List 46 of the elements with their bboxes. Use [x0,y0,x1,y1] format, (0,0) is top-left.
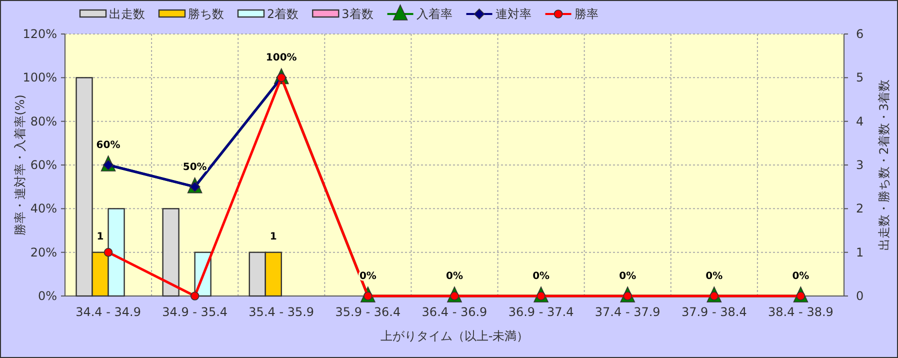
legend-label: 入着率 [416,7,452,21]
point [104,248,113,257]
data-label: 0% [446,271,463,282]
y-tick-label: 80% [30,114,57,128]
point [190,292,200,300]
y2-tick-label: 1 [856,245,864,260]
y2-tick-label: 3 [856,158,864,172]
legend-label: 2着数 [267,7,299,21]
x-tick-label: 35.9 - 36.4 [335,305,401,319]
data-label: 50% [182,162,207,173]
data-label: 0% [792,271,810,282]
data-label: 100% [266,52,297,64]
legend-label: 勝率 [574,7,598,21]
x-axis-title: 上がりタイム（以上-未満） [380,329,529,343]
legend-label: 3着数 [342,7,374,21]
y-axis-title: 勝率・連対率・入着率(%) [13,94,27,236]
y2-tick-label: 0 [856,289,864,303]
x-tick-label: 36.4 - 36.9 [422,305,488,319]
x-tick-label: 36.9 - 37.4 [508,305,574,319]
y2-tick-label: 2 [856,202,864,216]
data-label: 1 [270,231,277,242]
x-tick-label: 34.9 - 35.4 [162,305,228,319]
legend-label: 出走数 [109,7,145,21]
data-label: 0% [532,271,550,282]
y-tick-label: 60% [30,158,57,172]
data-label: 60% [96,140,120,151]
legend-label: 勝ち数 [188,7,224,21]
legend-label: 連対率 [495,7,532,21]
data-label: 1 [96,231,104,242]
y-tick-label: 100% [22,70,57,85]
y2-tick-label: 6 [856,27,864,41]
y-tick-label: 120% [22,27,57,41]
y2-tick-label: 5 [856,70,864,85]
x-tick-label: 38.4 - 38.9 [768,305,834,319]
x-tick-label: 35.4 - 35.9 [248,305,314,319]
data-label: 0% [706,271,723,282]
y2-tick-label: 4 [856,114,864,128]
y2-axis-title: 出走数・勝ち数・2着数・3着数 [877,79,891,251]
x-tick-label: 37.9 - 38.4 [681,305,747,319]
bar [162,208,180,297]
y-tick-label: 0% [38,289,57,303]
y-tick-label: 20% [30,245,57,260]
y-tick-label: 40% [30,202,57,216]
x-tick-label: 37.4 - 37.9 [594,305,660,319]
data-label: 0% [619,271,636,282]
x-tick-label: 34.4 - 34.9 [76,305,141,319]
